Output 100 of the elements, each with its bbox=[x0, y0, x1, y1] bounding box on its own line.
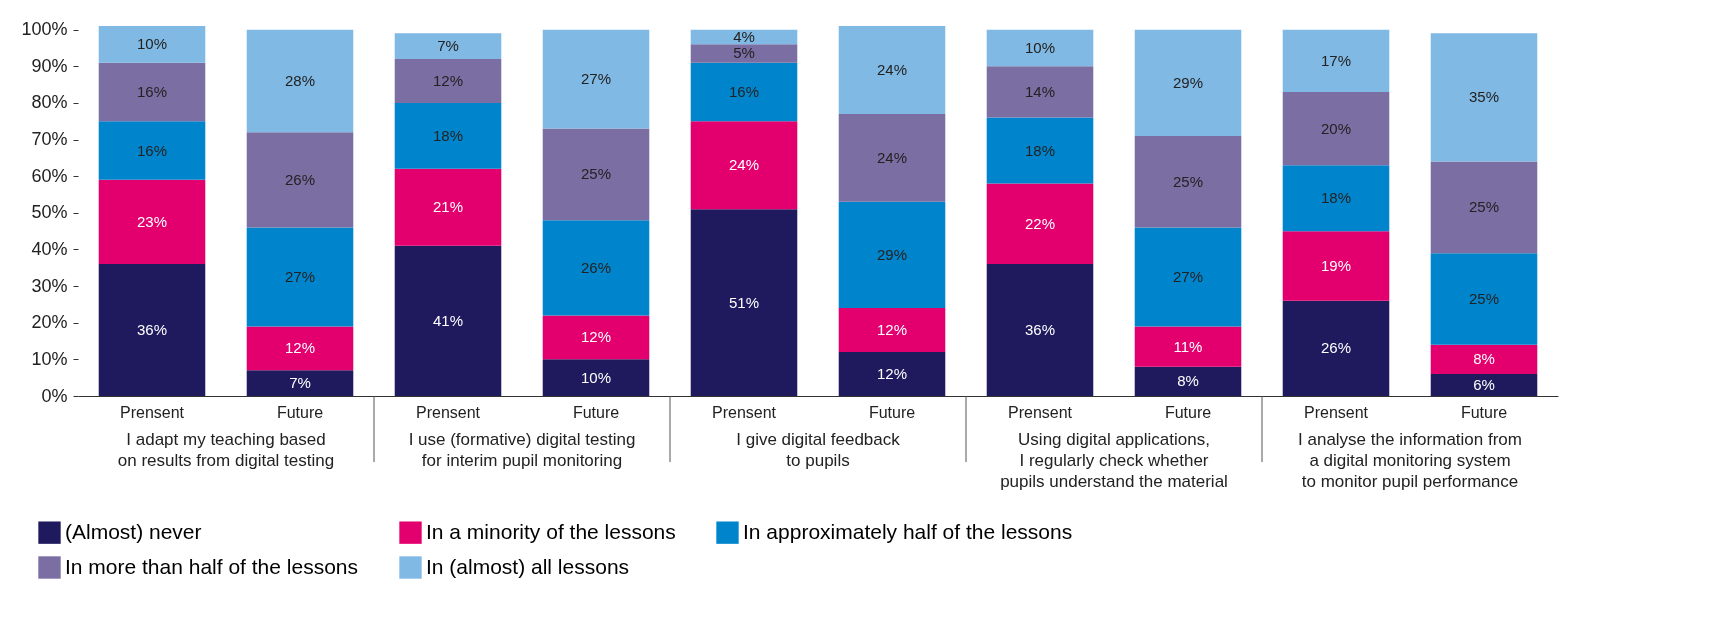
text: I analyse the information from a digital monitoring system to monitor pupil performance bbox=[1298, 430, 1522, 491]
bar bbox=[394, 33, 502, 59]
bar bbox=[246, 132, 354, 228]
y-tick-label: 70% bbox=[31, 129, 68, 150]
bar bbox=[542, 128, 650, 221]
y-tick-label: 0% bbox=[41, 385, 68, 406]
bar bbox=[98, 179, 206, 265]
y-tick-label: 60% bbox=[31, 165, 68, 186]
text: Using digital applications, I regularly check whether pupils understand the material bbox=[1000, 430, 1228, 491]
bar bbox=[1134, 135, 1242, 228]
data-label: 28% bbox=[284, 71, 316, 89]
bar bbox=[986, 66, 1094, 118]
x-tick-label: Prensent bbox=[415, 403, 481, 421]
data-label: 16% bbox=[136, 141, 168, 159]
y-tick-label: 100% bbox=[21, 19, 68, 40]
text: I adapt my teaching based on results from digital testing bbox=[117, 430, 335, 470]
bar bbox=[98, 264, 206, 396]
y-tick-label: 80% bbox=[31, 92, 68, 113]
x-tick-label: Future bbox=[1164, 403, 1212, 421]
x-tick-label: Prensent bbox=[1303, 403, 1369, 421]
data-label: 20% bbox=[1320, 119, 1352, 137]
data-label: 25% bbox=[1468, 198, 1500, 216]
bar bbox=[1430, 344, 1538, 375]
bar bbox=[690, 121, 798, 210]
bar bbox=[690, 209, 798, 396]
bar bbox=[838, 308, 946, 353]
data-label: 29% bbox=[1172, 73, 1204, 91]
bar bbox=[394, 58, 502, 103]
x-tick-label: Future bbox=[1460, 403, 1508, 421]
data-label: 11% bbox=[1173, 337, 1203, 355]
bar bbox=[690, 62, 798, 122]
bar bbox=[1430, 374, 1538, 396]
data-label: 4% bbox=[733, 27, 755, 45]
legend-label: In more than half of the lessons bbox=[65, 554, 359, 578]
bar bbox=[1282, 165, 1390, 232]
x-tick-label: Future bbox=[868, 403, 916, 421]
data-label: 23% bbox=[136, 212, 168, 230]
bar bbox=[1282, 29, 1390, 92]
bar bbox=[1134, 366, 1242, 396]
data-label: 12% bbox=[876, 365, 908, 383]
x-tick-label: Prensent bbox=[119, 403, 185, 421]
text: I give digital feedback to pupils bbox=[736, 430, 901, 470]
bar bbox=[986, 117, 1094, 184]
data-label: 24% bbox=[728, 156, 760, 174]
bar bbox=[1282, 300, 1390, 396]
legend-label: In a minority of the lessons bbox=[426, 519, 676, 543]
y-tick-label: 50% bbox=[31, 202, 68, 223]
bar bbox=[986, 183, 1094, 265]
bar bbox=[98, 62, 206, 122]
data-label: 12% bbox=[432, 71, 464, 89]
bar bbox=[1134, 227, 1242, 327]
data-label: 12% bbox=[876, 321, 908, 339]
data-label: 10% bbox=[580, 368, 612, 386]
bar bbox=[542, 29, 650, 129]
bar bbox=[1134, 29, 1242, 136]
data-label: 7% bbox=[437, 37, 459, 55]
data-label: 27% bbox=[284, 267, 316, 285]
data-label: 18% bbox=[432, 126, 464, 144]
data-label: 21% bbox=[432, 198, 464, 216]
bar bbox=[1282, 91, 1390, 166]
y-tick-label: 20% bbox=[31, 312, 68, 333]
bar bbox=[986, 29, 1094, 67]
data-label: 17% bbox=[1320, 51, 1352, 69]
x-tick-label: Prensent bbox=[1007, 403, 1073, 421]
data-label: 10% bbox=[136, 35, 168, 53]
y-tick-label: 30% bbox=[31, 275, 68, 296]
bar bbox=[542, 220, 650, 316]
data-label: 27% bbox=[580, 70, 612, 88]
bar bbox=[394, 168, 502, 246]
bar bbox=[838, 201, 946, 309]
bar bbox=[98, 121, 206, 180]
data-label: 26% bbox=[1320, 339, 1352, 357]
data-label: 35% bbox=[1468, 88, 1500, 106]
bar bbox=[1430, 253, 1538, 345]
data-label: 51% bbox=[728, 293, 760, 311]
legend-label: (Almost) never bbox=[65, 519, 202, 543]
data-label: 16% bbox=[136, 82, 168, 100]
data-label: 25% bbox=[580, 165, 612, 183]
data-label: 5% bbox=[733, 44, 755, 62]
data-label: 41% bbox=[432, 311, 464, 329]
data-label: 36% bbox=[136, 321, 168, 339]
bar bbox=[246, 326, 354, 371]
text: I use (formative) digital testing for interim pupil monitoring bbox=[408, 430, 636, 470]
bar bbox=[246, 227, 354, 327]
data-label: 26% bbox=[284, 170, 316, 188]
data-label: 24% bbox=[876, 60, 908, 78]
bar bbox=[1134, 326, 1242, 367]
data-label: 12% bbox=[284, 339, 316, 357]
data-label: 26% bbox=[580, 258, 612, 276]
data-label: 22% bbox=[1024, 214, 1056, 232]
data-label: 8% bbox=[1177, 372, 1199, 390]
data-label: 27% bbox=[1172, 267, 1204, 285]
bar bbox=[246, 29, 354, 133]
x-tick-label: Prensent bbox=[711, 403, 777, 421]
data-label: 10% bbox=[1024, 38, 1056, 56]
bar bbox=[1282, 231, 1390, 301]
data-label: 25% bbox=[1172, 172, 1204, 190]
bar bbox=[394, 102, 502, 169]
data-label: 24% bbox=[876, 148, 908, 166]
x-tick-label: Future bbox=[276, 403, 324, 421]
